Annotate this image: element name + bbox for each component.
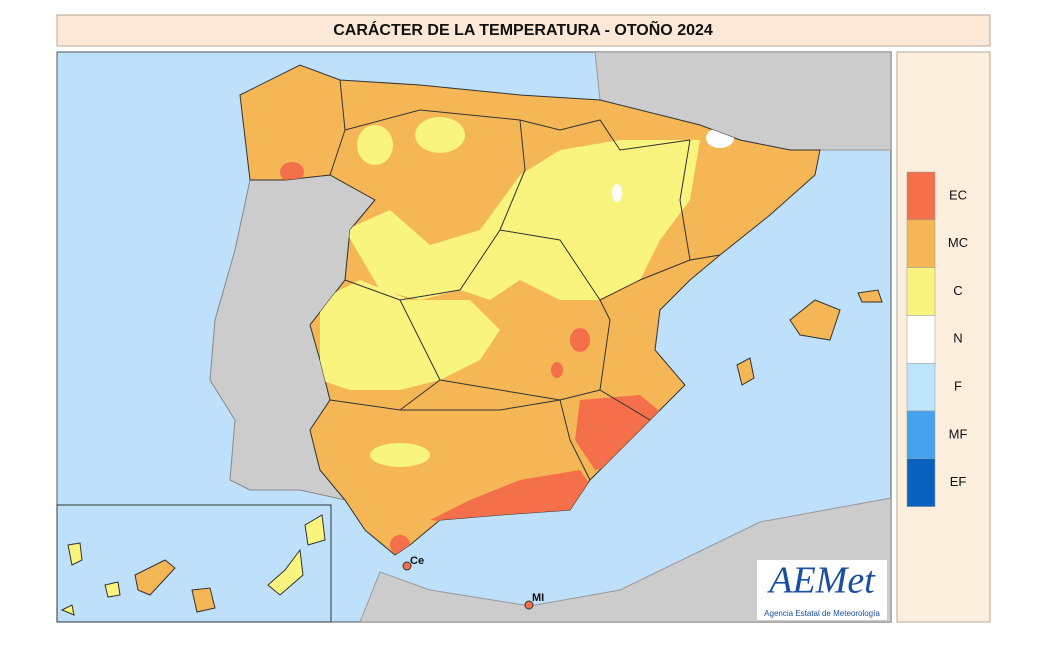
hot-area (280, 162, 304, 182)
logo-box (757, 560, 887, 620)
menorca (857, 289, 883, 303)
city-marker (524, 600, 534, 610)
legend-swatch (906, 458, 936, 507)
legend-swatch (906, 267, 936, 316)
city-marker (402, 561, 412, 571)
logo-name: AEMet (766, 560, 876, 602)
legend-swatch (906, 410, 936, 460)
warm-area (415, 117, 465, 153)
anomaly-areas (280, 117, 734, 555)
legend-label: N (953, 331, 962, 346)
map-title: CARÁCTER DE LA TEMPERATURA - OTOÑO 2024 (333, 19, 713, 39)
legend-label: F (954, 379, 962, 394)
city-label: MI (532, 592, 544, 604)
legend-swatch (906, 315, 936, 364)
region-borders (329, 79, 721, 481)
warm-area (357, 125, 393, 165)
legend-label: EF (950, 474, 967, 489)
title-bar (56, 14, 991, 47)
legend-swatch (906, 171, 936, 221)
canary-islands (60, 514, 326, 616)
legend-label: MC (948, 235, 968, 250)
legend: EC MC C N F MF EF (906, 171, 968, 507)
legend-label: MF (949, 426, 968, 441)
warm-area (320, 280, 500, 390)
warm-area (345, 140, 700, 300)
legend-label: C (953, 283, 962, 298)
ibiza (736, 357, 755, 386)
normal-area (612, 184, 622, 202)
legend-swatch (906, 219, 936, 268)
mallorca (789, 299, 841, 341)
canary-inset (56, 504, 332, 623)
legend-swatch (906, 362, 936, 412)
hot-area (570, 328, 590, 352)
warm-area (370, 443, 430, 467)
hot-area (551, 362, 563, 378)
legend-label: EC (949, 187, 967, 202)
city-label: Ce (410, 555, 424, 567)
logo-subtitle: Agencia Estatal de Meteorología (764, 609, 880, 618)
